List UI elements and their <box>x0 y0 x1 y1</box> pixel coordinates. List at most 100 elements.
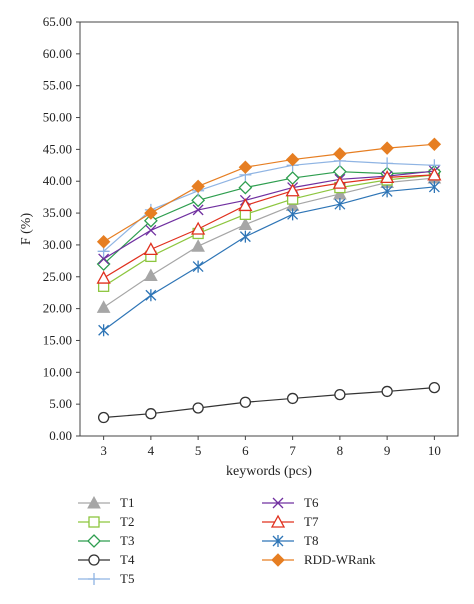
data-point <box>192 204 204 216</box>
legend-label: RDD-WRank <box>304 552 376 567</box>
legend-marker <box>88 516 100 528</box>
y-tick-label: 55.00 <box>43 78 72 93</box>
data-point <box>143 213 158 228</box>
legend-label: T4 <box>120 552 135 567</box>
data-point <box>239 230 251 243</box>
legend-marker <box>270 514 286 528</box>
data-point <box>238 198 253 212</box>
y-tick-label: 10.00 <box>43 364 72 379</box>
y-tick-label: 45.00 <box>43 141 72 156</box>
legend-item: T4 <box>78 552 135 567</box>
y-axis-label: F (%) <box>19 213 34 246</box>
legend-marker <box>87 534 101 548</box>
y-tick-label: 60.00 <box>43 46 72 61</box>
legend: T1 T2 T3 T4 T5 T6 T7 T8 RDD-WRank <box>78 495 376 586</box>
series-line <box>103 174 435 279</box>
series-line <box>103 186 435 331</box>
plot-frame <box>79 21 459 437</box>
series-line <box>103 143 435 243</box>
x-tick-label: 9 <box>384 443 391 458</box>
x-tick-label: 7 <box>289 443 296 458</box>
y-tick-label: 30.00 <box>43 237 72 252</box>
legend-label: T8 <box>304 533 318 548</box>
x-tick-label: 4 <box>148 443 155 458</box>
legend-item: T3 <box>78 533 134 548</box>
data-point <box>238 217 253 231</box>
data-point <box>96 235 111 249</box>
series-line <box>103 160 435 252</box>
y-tick-label: 40.00 <box>43 173 72 188</box>
data-point <box>96 270 111 284</box>
data-point <box>145 289 157 302</box>
data-point <box>191 193 206 208</box>
legend-item: RDD-WRank <box>262 552 376 567</box>
series-rdd-wrank <box>96 137 442 249</box>
legend-label: T1 <box>120 495 134 510</box>
x-tick-label: 5 <box>195 443 202 458</box>
series-line <box>103 386 435 419</box>
x-tick-label: 6 <box>242 443 249 458</box>
data-point <box>285 183 300 197</box>
x-tick-label: 8 <box>337 443 344 458</box>
data-point <box>143 242 158 256</box>
series-line <box>103 171 435 265</box>
x-tick-label: 10 <box>428 443 441 458</box>
y-tick-label: 5.00 <box>49 396 72 411</box>
data-point <box>191 239 205 252</box>
data-point <box>287 208 299 221</box>
data-point <box>97 411 110 424</box>
data-point <box>332 175 347 189</box>
legend-item: T1 <box>78 495 134 510</box>
data-point <box>286 392 299 405</box>
data-point <box>96 300 111 313</box>
axes: 0.00 5.00 10.00 15.00 20.00 25.00 30.00 35.00 40… <box>43 14 441 458</box>
data-point <box>380 141 394 155</box>
data-point <box>191 179 205 194</box>
legend-item: T8 <box>262 533 318 548</box>
data-point <box>334 198 346 211</box>
data-point <box>192 260 204 273</box>
data-point <box>333 147 347 161</box>
legend-item: T7 <box>262 514 319 529</box>
data-point <box>238 180 253 195</box>
legend-item: T6 <box>262 495 319 510</box>
legend-label: T2 <box>120 514 134 529</box>
y-tick-label: 25.00 <box>43 269 72 284</box>
legend-label: T5 <box>120 571 134 586</box>
legend-label: T7 <box>304 514 319 529</box>
y-tick-label: 20.00 <box>43 301 72 316</box>
data-point <box>381 385 393 398</box>
y-tick-label: 65.00 <box>43 14 72 29</box>
data-point <box>144 268 158 281</box>
series-line <box>103 174 435 287</box>
series-t8 <box>98 180 440 337</box>
data-point <box>380 170 395 184</box>
data-point <box>98 324 110 337</box>
legend-label: T3 <box>120 533 134 548</box>
x-tick-label: 3 <box>100 443 107 458</box>
legend-marker <box>272 535 284 547</box>
series-t7 <box>96 167 442 284</box>
legend-marker <box>87 495 101 509</box>
series-layer <box>96 137 442 424</box>
x-axis-label: keywords (pcs) <box>226 464 312 479</box>
data-point <box>381 185 393 198</box>
legend-item: T2 <box>78 514 134 529</box>
data-point <box>98 253 110 265</box>
legend-marker <box>88 573 100 585</box>
data-point <box>238 160 253 174</box>
data-point <box>427 137 442 151</box>
data-point <box>144 206 158 220</box>
data-point <box>285 152 300 167</box>
data-point <box>239 396 252 408</box>
y-tick-label: 50.00 <box>43 110 72 125</box>
legend-item: T5 <box>78 571 134 586</box>
series-t4 <box>97 381 441 424</box>
y-tick-label: 0.00 <box>49 428 72 443</box>
data-point <box>192 402 204 414</box>
data-point <box>427 167 442 181</box>
data-point <box>191 221 206 235</box>
data-point <box>145 224 157 236</box>
data-point <box>334 388 346 401</box>
